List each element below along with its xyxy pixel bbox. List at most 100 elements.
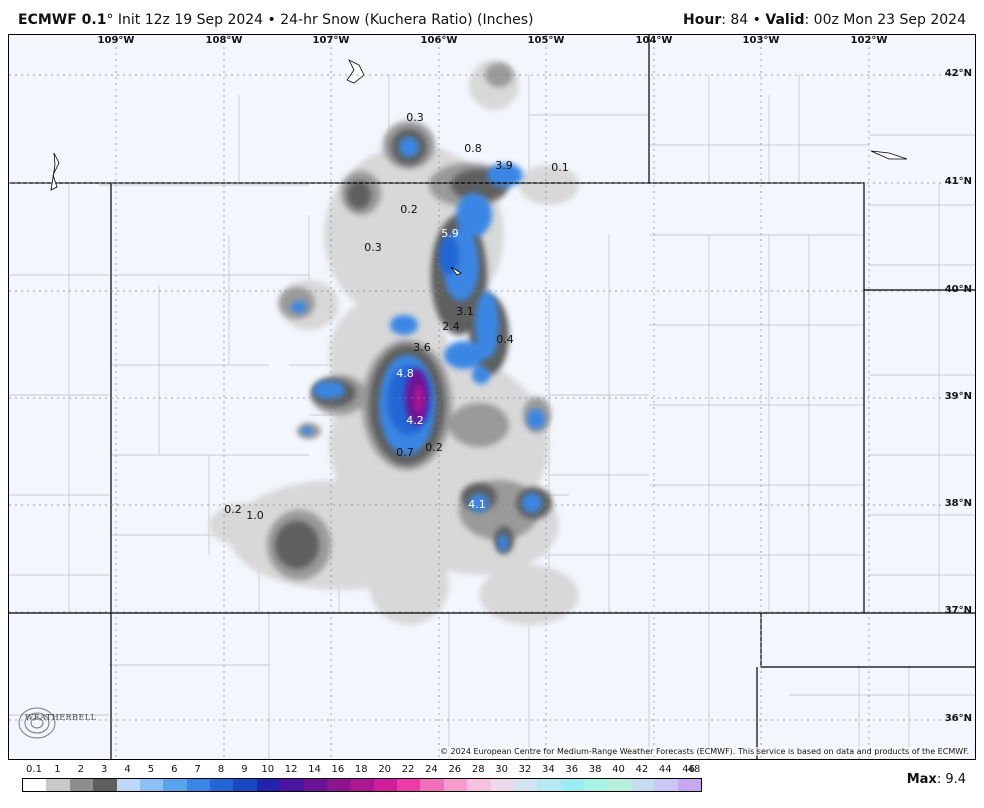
snow-amount-label: 2.4: [442, 320, 460, 333]
legend-swatch: [46, 779, 70, 791]
copyright-notice: © 2024 European Centre for Medium-Range …: [440, 747, 969, 756]
legend-swatch: [350, 779, 374, 791]
legend-tick-label: 24: [425, 764, 438, 775]
snowfall-map: [9, 35, 975, 759]
snow-amount-label: 0.2: [400, 203, 418, 216]
legend-swatch: [163, 779, 187, 791]
legend-swatch: [420, 779, 444, 791]
legend-tick-label: 22: [401, 764, 415, 775]
color-legend: 0.1 1 2 3 4 5 6 7 8 9 10 12 14 16 18 20 22 24 26 28 30 32 34 36…: [22, 764, 702, 794]
legend-tick-label: 14: [308, 764, 321, 775]
lat-label: 40°N: [944, 284, 972, 295]
lat-label: 42°N: [944, 68, 972, 79]
legend-tick-label: 4: [124, 764, 131, 775]
legend-swatch: [280, 779, 304, 791]
legend-tick-label: 46: [682, 764, 695, 775]
lon-label: 103°W: [742, 35, 780, 46]
snow-amount-label: 0.2: [425, 441, 443, 454]
legend-tick-label: 12: [284, 764, 298, 775]
legend-swatch: [373, 779, 397, 791]
snow-amount-label: 1.0: [246, 509, 264, 522]
model-name: ECMWF 0.1: [18, 12, 107, 28]
weatherbell-logo: WEATHERBELL: [13, 699, 96, 745]
hour-value: : 84 •: [721, 12, 766, 28]
map-panel[interactable]: 109°W 108°W 107°W 106°W 105°W 104°W 103°W 102°W…: [8, 34, 976, 760]
legend-swatch: [677, 779, 701, 791]
legend-swatch: [490, 779, 514, 791]
snow-amount-label: 5.9: [441, 227, 459, 240]
legend-swatch: [537, 779, 561, 791]
legend-ticks: 0.1 1 2 3 4 5 6 7 8 9 10 12 14 16 18 20 22 24 26 28 30 32 34 36…: [22, 764, 702, 777]
degree-symbol: °: [106, 12, 114, 28]
legend-swatch: [630, 779, 655, 791]
lon-label: 108°W: [205, 35, 243, 46]
snowfall-shading: [209, 60, 579, 625]
legend-tick-label: 28: [471, 764, 485, 775]
legend-colorbar: [22, 778, 702, 792]
legend-tick-label: 38: [588, 764, 602, 775]
legend-swatch: [326, 779, 351, 791]
lon-label: 105°W: [527, 35, 565, 46]
legend-tick-label: 5: [147, 764, 155, 775]
legend-tick-label: 3: [100, 764, 108, 775]
lat-label: 37°N: [944, 605, 972, 616]
legend-tick-label: 42: [635, 764, 649, 775]
legend-tick-label: 7: [194, 764, 201, 775]
legend-tick-label: 44: [658, 764, 672, 775]
legend-tick-label: 6: [171, 764, 178, 775]
lat-label: 38°N: [944, 498, 972, 509]
max-value: Max: 9.4: [907, 772, 966, 787]
map-title: ECMWF 0.1° Init 12z 19 Sep 2024 • 24-hr …: [18, 12, 533, 28]
lat-label: 36°N: [944, 713, 972, 724]
legend-tick-label: 8: [217, 764, 225, 775]
snow-amount-label: 4.2: [406, 414, 424, 427]
snow-amount-label: 4.8: [396, 367, 414, 380]
legend-swatch: [116, 779, 140, 791]
legend-swatch: [303, 779, 327, 791]
valid-value: : 00z Mon 23 Sep 2024: [804, 12, 966, 28]
lakes: [50, 59, 908, 276]
legend-tick-label: 2: [77, 764, 84, 775]
legend-tick-label: 16: [331, 764, 345, 775]
lon-label: 109°W: [97, 35, 135, 46]
lat-label: 39°N: [944, 391, 972, 402]
snow-amount-label: 0.3: [406, 111, 424, 124]
legend-tick-label: 32: [518, 764, 532, 775]
lon-label: 102°W: [850, 35, 888, 46]
max-label: Max: [906, 772, 937, 787]
legend-tick-label: 18: [354, 764, 368, 775]
legend-tick-label: 0.1: [26, 764, 42, 775]
logo-swirl-icon: [18, 707, 56, 739]
legend-swatch: [467, 779, 491, 791]
snow-amount-label: 4.1: [468, 498, 486, 511]
legend-tick-label: 10: [261, 764, 275, 775]
legend-swatch: [513, 779, 538, 791]
snow-amount-label: 3.6: [413, 341, 431, 354]
legend-swatch: [654, 779, 678, 791]
legend-swatch: [256, 779, 281, 791]
snow-amount-label: 3.1: [456, 305, 474, 318]
legend-swatch: [607, 779, 631, 791]
legend-swatch: [23, 779, 47, 791]
snow-amount-label: 3.9: [495, 159, 513, 172]
lon-label: 107°W: [312, 35, 350, 46]
legend-tick-label: 30: [495, 764, 508, 775]
legend-swatch: [443, 779, 468, 791]
snow-amount-label: 0.2: [224, 503, 242, 516]
legend-swatch: [93, 779, 117, 791]
legend-tick-label: 20: [378, 764, 392, 775]
snow-amount-label: 0.3: [364, 241, 382, 254]
valid-label: Valid: [765, 12, 805, 28]
legend-swatch: [560, 779, 584, 791]
snow-amount-label: 0.1: [551, 161, 569, 174]
legend-swatch: [186, 779, 210, 791]
snow-amount-label: 0.7: [396, 446, 414, 459]
legend-swatch: [397, 779, 421, 791]
header: ECMWF 0.1° Init 12z 19 Sep 2024 • 24-hr …: [0, 0, 984, 34]
max-number: : 9.4: [936, 772, 966, 787]
legend-tick-label: 34: [541, 764, 555, 775]
legend-tick-label: 9: [241, 764, 248, 775]
snow-amount-label: 0.4: [496, 333, 514, 346]
lat-label: 41°N: [944, 176, 972, 187]
snow-amount-label: 0.8: [464, 142, 482, 155]
